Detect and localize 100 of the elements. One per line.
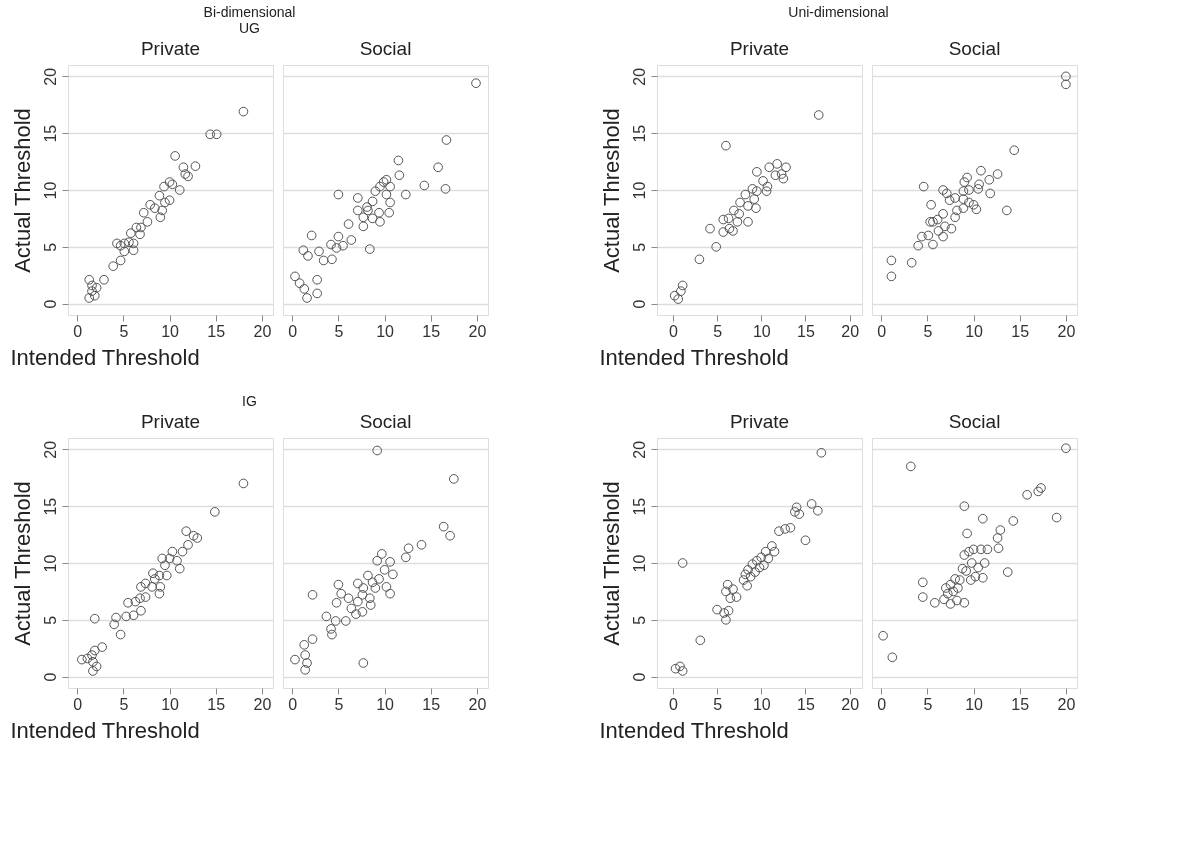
point (785, 522, 796, 533)
point (97, 642, 107, 652)
y-tick-label: 5 (41, 242, 59, 252)
point (958, 203, 969, 213)
point (88, 666, 98, 676)
point (416, 540, 427, 550)
x-tick-label: 20 (841, 322, 860, 340)
x-tick-label: 15 (1011, 695, 1030, 713)
point (307, 590, 318, 600)
point (140, 592, 151, 602)
point (84, 274, 95, 285)
point (992, 169, 1003, 179)
point (754, 562, 765, 573)
x-tick-label: 15 (1011, 322, 1030, 340)
point (164, 553, 175, 564)
point (177, 546, 188, 557)
y-tick-label: 10 (630, 181, 648, 200)
point (952, 205, 962, 216)
y-tick-label: 0 (630, 672, 648, 682)
point (705, 223, 715, 234)
text: UG (239, 19, 260, 36)
point (148, 568, 158, 579)
x-axis-title: Intended Threshold (10, 717, 200, 743)
point (917, 577, 928, 588)
point (388, 569, 398, 580)
point (940, 221, 950, 232)
point (669, 290, 680, 301)
chart-title: Social (948, 411, 1001, 432)
point (115, 255, 126, 266)
point (352, 193, 363, 203)
point (306, 230, 317, 241)
point (740, 189, 751, 200)
point (326, 624, 336, 634)
point (928, 239, 938, 250)
x-tick-label: 5 (713, 322, 723, 340)
point (721, 140, 731, 151)
x-tick-label: 10 (376, 322, 395, 340)
point (772, 159, 782, 169)
point (123, 597, 133, 608)
point (694, 254, 705, 265)
point (732, 217, 743, 227)
point (756, 552, 767, 563)
point (155, 212, 166, 223)
point (740, 569, 751, 580)
x-tick-label: 5 (119, 322, 129, 340)
point (367, 196, 378, 207)
point (336, 588, 347, 599)
point (364, 244, 375, 254)
point (147, 582, 157, 592)
y-axis-title: Actual Threshold (598, 108, 624, 273)
point (984, 174, 995, 185)
point (290, 654, 300, 665)
x-tick-label: 15 (422, 322, 441, 340)
point (995, 525, 1006, 535)
point (749, 194, 760, 204)
point (157, 205, 168, 216)
point (124, 237, 134, 248)
point (357, 607, 368, 617)
x-tick-label: 5 (713, 695, 723, 713)
x-tick-label: 10 (752, 322, 771, 340)
point (973, 184, 984, 194)
chart-title: Private (729, 38, 790, 59)
point (1009, 145, 1020, 156)
point (906, 257, 917, 268)
point (950, 212, 960, 223)
point (917, 592, 928, 602)
chart-title: Private (140, 411, 201, 432)
point (318, 255, 329, 266)
point (352, 578, 363, 589)
point (958, 186, 969, 196)
point (926, 199, 936, 210)
point (108, 261, 119, 271)
point (174, 563, 185, 574)
point (183, 540, 193, 550)
point (385, 588, 395, 599)
point (375, 217, 385, 227)
point (752, 555, 762, 566)
point (441, 135, 452, 145)
point (723, 213, 734, 224)
point (358, 583, 369, 593)
point (938, 231, 948, 242)
point (964, 185, 974, 195)
y-tick-label: 0 (41, 299, 59, 309)
point (938, 185, 948, 195)
point (88, 657, 98, 667)
point (91, 661, 102, 672)
point (948, 586, 959, 597)
point (776, 169, 787, 179)
point (675, 661, 685, 672)
point (327, 254, 337, 265)
point (933, 226, 944, 236)
y-tick-label: 15 (41, 497, 59, 516)
point (913, 240, 923, 251)
y-tick-label: 0 (630, 299, 648, 309)
point (954, 575, 965, 585)
point (959, 501, 970, 511)
point (112, 238, 122, 249)
point (734, 209, 745, 219)
y-tick-label: 5 (630, 242, 648, 252)
point (312, 274, 322, 285)
